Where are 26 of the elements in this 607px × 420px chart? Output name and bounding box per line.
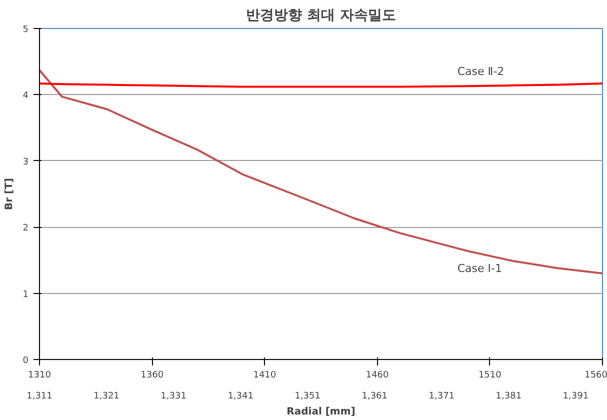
series-label: Case Ⅱ-2 [457,65,504,78]
y-axis-title: Br [T] [4,178,15,210]
series-label: Case I-1 [457,262,502,275]
x-tick-label: 1360 [140,370,164,380]
x-tick-label: 1560 [584,370,607,380]
y-tick-label: 1 [22,290,29,300]
x2-tick-label: 1,311 [26,392,52,402]
x-tick-label: 1510 [478,370,502,380]
x2-tick-label: 1,391 [562,392,589,402]
y-tick-label: 3 [22,157,29,168]
x-tick-label: 1410 [253,370,276,380]
x2-tick-label: 1,331 [160,392,186,402]
x-axis-title: Radial [mm] [286,406,356,418]
x2-tick-label: 1,341 [228,392,254,402]
x2-tick-label: 1,361 [362,392,388,402]
y-tick-label: 4 [22,91,29,102]
x2-tick-label: 1,321 [94,392,120,402]
x2-tick-label: 1,381 [496,392,522,402]
x-tick-label: 1460 [366,370,390,380]
y-tick-label: 2 [22,224,29,234]
x2-tick-label: 1,371 [428,392,455,402]
x2-tick-label: 1,351 [294,392,320,402]
y-tick-label: 5 [22,25,29,35]
x-tick-label: 1310 [28,370,52,380]
y-tick-label: 0 [22,356,29,366]
chart-title: 반경방향 최대 자속밀도 [246,8,396,24]
